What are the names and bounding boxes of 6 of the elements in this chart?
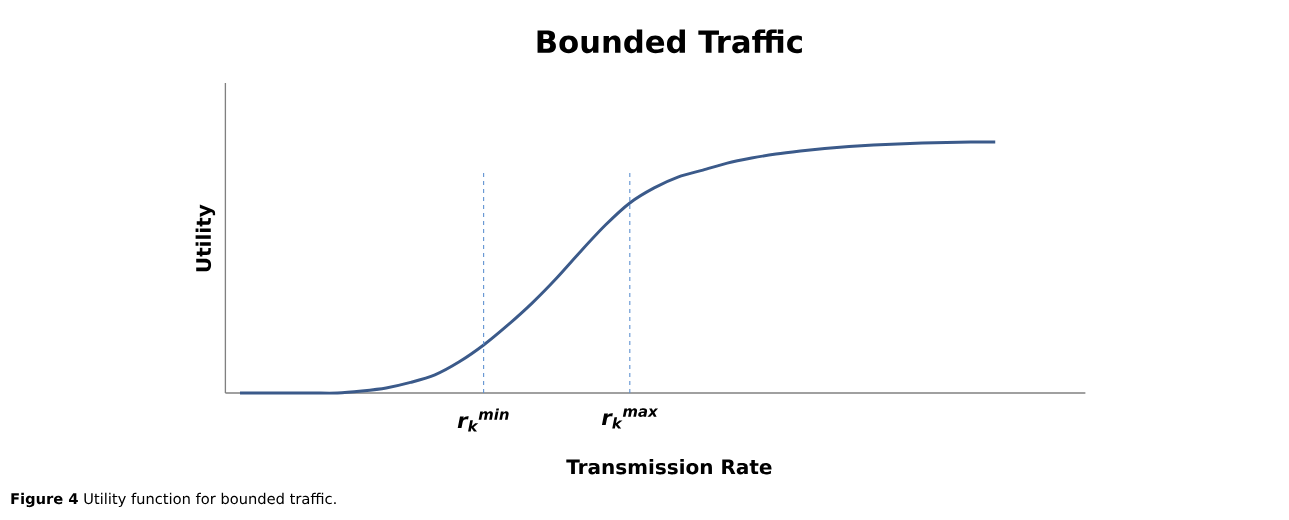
y-axis-title: Utility: [195, 204, 216, 272]
x-tick-label: r$_{k}$max: [601, 408, 659, 429]
text: Figure 4 Utility function for bounded traffic.: [11, 492, 336, 508]
x-tick-label: r$_{k}$min: [457, 408, 509, 432]
x-axis-title: Transmission Rate: [566, 458, 772, 475]
chart-title: Bounded Traffic: [537, 29, 802, 54]
